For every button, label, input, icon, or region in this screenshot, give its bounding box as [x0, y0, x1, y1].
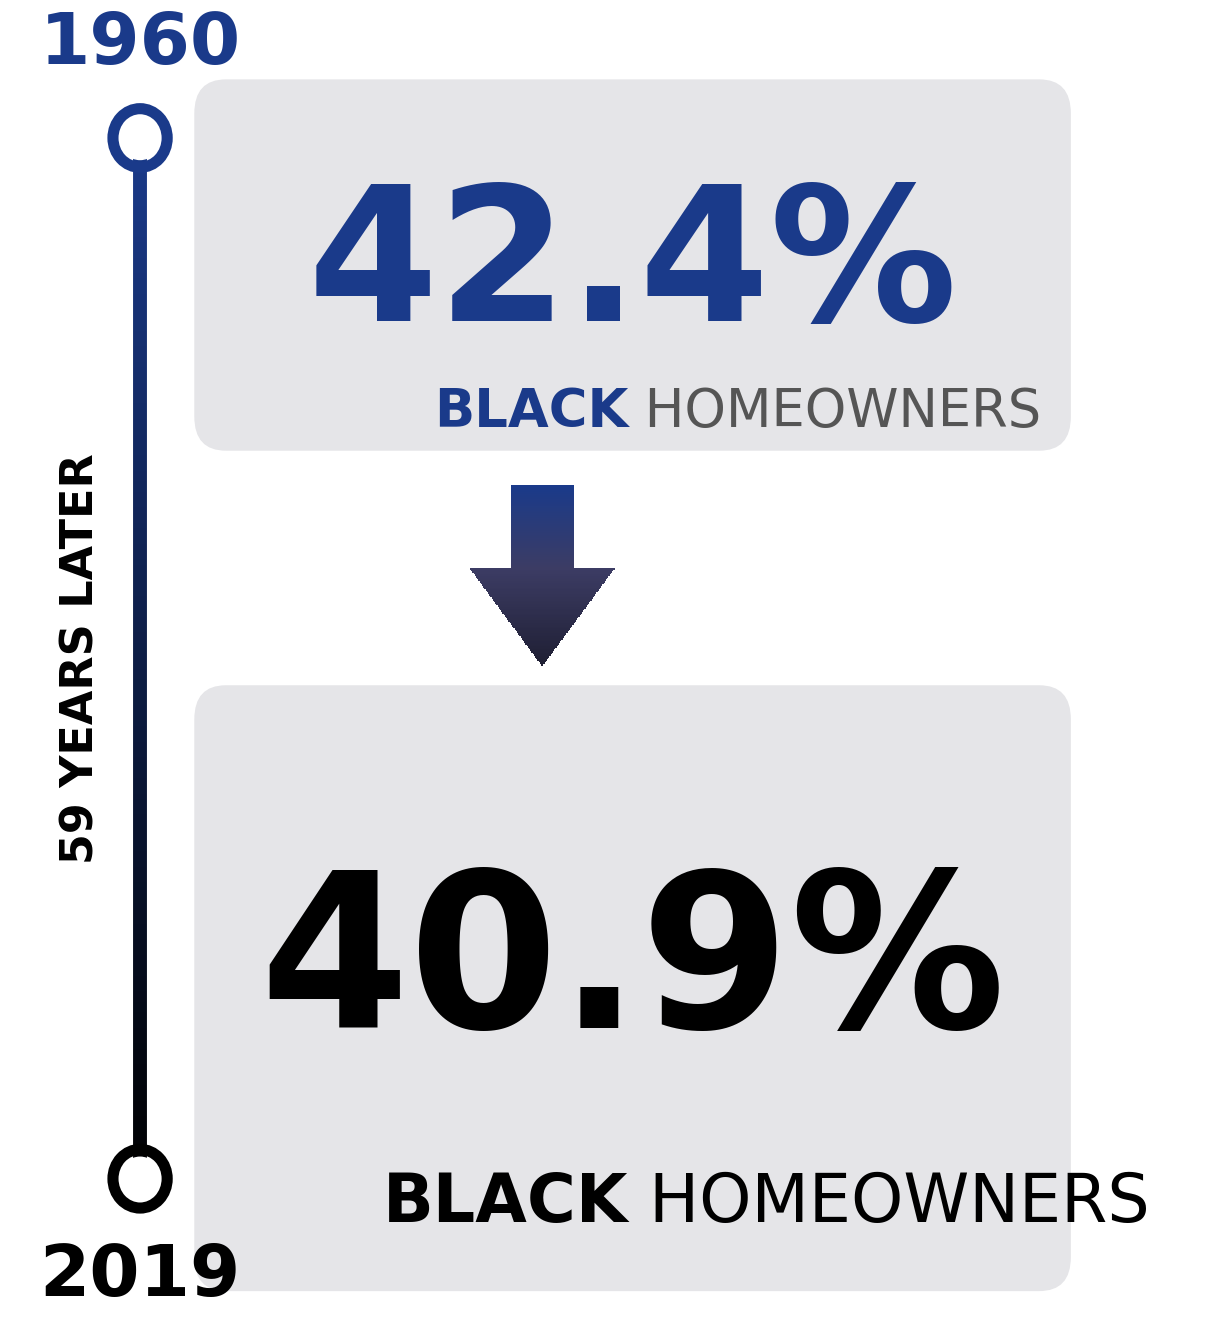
Bar — [539, 661, 546, 663]
Text: 42.4%: 42.4% — [308, 179, 958, 360]
Bar — [507, 619, 577, 620]
Bar — [526, 643, 559, 644]
Bar — [498, 605, 587, 607]
Bar — [476, 576, 608, 577]
Bar — [520, 635, 565, 636]
Bar — [531, 649, 554, 651]
Bar — [497, 604, 588, 605]
Bar — [489, 595, 595, 596]
Circle shape — [120, 116, 159, 159]
Bar — [514, 627, 571, 628]
Bar — [500, 609, 584, 611]
Bar — [470, 568, 615, 569]
Bar — [511, 624, 573, 625]
Bar — [495, 603, 589, 604]
Bar — [512, 625, 572, 627]
Bar — [499, 607, 585, 609]
Bar — [472, 572, 612, 573]
Bar — [493, 599, 591, 601]
Text: HOMEOWNERS: HOMEOWNERS — [628, 1170, 1150, 1236]
Bar — [482, 584, 602, 586]
Bar — [528, 647, 556, 648]
Bar — [492, 597, 593, 599]
Bar — [478, 580, 606, 581]
Bar — [522, 637, 562, 640]
Bar — [481, 582, 604, 584]
Bar — [535, 656, 549, 657]
Bar — [515, 628, 570, 629]
Bar — [483, 586, 601, 588]
Bar — [486, 589, 599, 590]
Bar — [516, 629, 568, 632]
Bar — [537, 657, 548, 659]
FancyBboxPatch shape — [195, 79, 1071, 451]
Bar — [494, 601, 590, 603]
Bar — [503, 612, 582, 613]
Bar — [521, 636, 563, 637]
Text: 59 YEARS LATER: 59 YEARS LATER — [60, 453, 102, 864]
Bar — [487, 590, 598, 592]
Bar — [505, 615, 579, 617]
Bar — [538, 659, 546, 661]
Bar — [510, 621, 574, 624]
Bar — [501, 611, 583, 612]
Bar — [529, 648, 555, 649]
Bar — [479, 581, 605, 582]
Bar — [540, 663, 545, 664]
Bar — [509, 620, 576, 621]
Bar — [506, 617, 578, 619]
Bar — [533, 652, 551, 655]
Bar — [534, 655, 550, 656]
Circle shape — [120, 1157, 159, 1200]
Bar — [542, 664, 544, 665]
Bar — [475, 574, 610, 576]
Bar — [532, 651, 553, 652]
Bar — [504, 613, 581, 615]
Bar — [484, 588, 600, 589]
Text: BLACK: BLACK — [382, 1170, 628, 1236]
Text: 40.9%: 40.9% — [259, 864, 1006, 1073]
Bar — [488, 592, 596, 595]
Text: HOMEOWNERS: HOMEOWNERS — [628, 386, 1042, 438]
Bar — [473, 573, 611, 574]
FancyBboxPatch shape — [195, 686, 1071, 1291]
Bar — [527, 644, 557, 647]
Bar — [523, 640, 561, 641]
Text: 2019: 2019 — [39, 1243, 241, 1311]
Bar — [525, 641, 560, 643]
Bar — [471, 569, 613, 572]
Bar — [490, 596, 594, 597]
Bar — [517, 632, 567, 633]
Text: BLACK: BLACK — [433, 386, 628, 438]
Bar — [477, 577, 607, 580]
Bar — [518, 633, 566, 635]
Text: 1960: 1960 — [39, 11, 241, 79]
